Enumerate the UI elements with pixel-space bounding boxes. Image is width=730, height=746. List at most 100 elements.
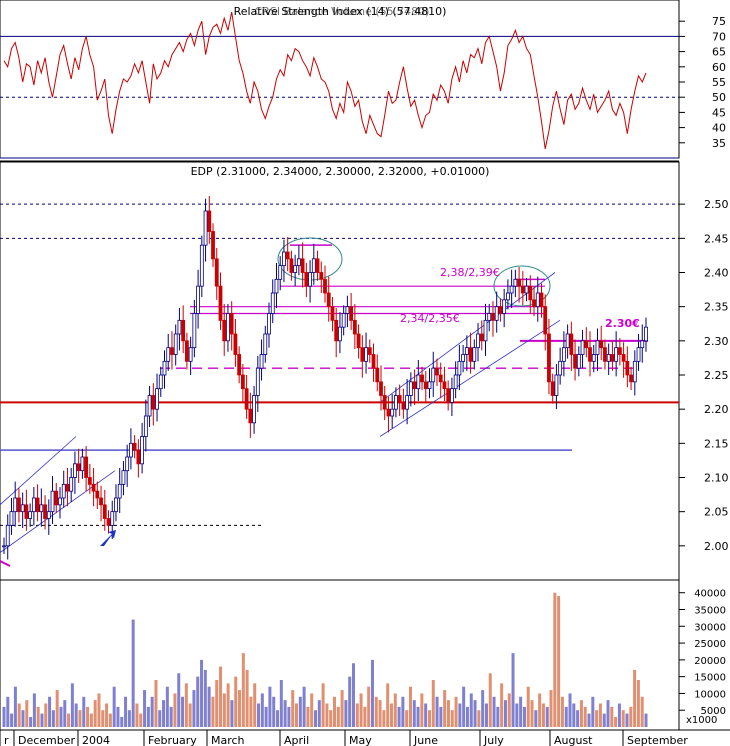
price-bar-body (188, 347, 193, 362)
price-bar-body (69, 477, 74, 492)
volume-bar (458, 703, 462, 727)
price-bar (547, 318, 551, 395)
volume-bar (454, 696, 458, 727)
price-bar-body (99, 497, 103, 506)
channel-lower-right (379, 319, 561, 437)
price-bar (214, 247, 219, 300)
volume-bar (465, 706, 469, 727)
price-bar (412, 369, 417, 406)
volume-bar (545, 706, 549, 727)
price-bar (207, 195, 212, 244)
price-bar (80, 448, 85, 479)
x-tick-label: May (349, 734, 372, 746)
price-bar-body (319, 272, 324, 280)
x-tick-label: December (18, 734, 76, 746)
price-bar (181, 305, 186, 354)
volume-bar (579, 700, 583, 727)
volume-unit-label: x1000 (686, 715, 717, 726)
volume-bar (439, 706, 443, 727)
volume-bar (238, 690, 242, 727)
rsi-grid (0, 35, 679, 159)
volume-bar (382, 710, 386, 727)
price-bar (296, 245, 301, 276)
price-bar-body (326, 292, 331, 308)
price-bar-body (311, 258, 316, 273)
price-bar-body (476, 333, 480, 349)
price-bar-body (24, 504, 29, 519)
volume-tick-label: 5000 (701, 706, 726, 717)
volume-bar (564, 706, 568, 727)
price-bar (498, 298, 503, 322)
volume-bar (321, 683, 325, 727)
price-bar-body (84, 456, 89, 478)
price-bar-body (472, 347, 477, 362)
price-bar (226, 303, 230, 352)
price-bar (420, 366, 424, 391)
price-bar (50, 476, 55, 524)
price-bar-body (147, 395, 152, 417)
price-bar (151, 383, 156, 426)
price-bar (58, 487, 62, 519)
volume-bar (389, 703, 393, 727)
price-bar (102, 489, 107, 531)
x-tick-label: September (627, 734, 688, 746)
volume-bar (21, 710, 25, 727)
price-title: EDP (2.31000, 2.34000, 2.30000, 2.32000,… (191, 165, 490, 178)
price-bar (371, 343, 376, 382)
price-bar-body (483, 319, 488, 342)
price-tick-label: 2.15 (704, 437, 729, 450)
volume-bar (534, 710, 538, 727)
volume-bar (48, 696, 52, 727)
price-bar-body (356, 333, 361, 349)
price-bar (345, 295, 350, 328)
price-bar-body (371, 354, 376, 369)
price-bar-body (554, 374, 559, 396)
price-bar (617, 338, 622, 366)
price-bar (237, 346, 242, 384)
volume-bar (507, 693, 511, 727)
price-bar (569, 321, 574, 371)
price-bar-body (2, 545, 6, 548)
price-bar-body (140, 436, 145, 465)
volume-bar (257, 703, 261, 727)
price-tick-label: 2.35 (704, 301, 729, 314)
price-bar-body (401, 401, 406, 410)
volume-bar (25, 700, 29, 727)
rsi-tick-label: 65 (712, 46, 726, 59)
price-bar (397, 384, 402, 416)
price-bar-body (300, 258, 305, 273)
price-bar (35, 484, 40, 522)
volume-tick-label: 40000 (694, 589, 726, 600)
price-bar-body (17, 497, 21, 513)
price-bar (199, 235, 204, 298)
price-bar-body (211, 231, 215, 260)
price-bar-body (166, 347, 171, 362)
rsi-line (3, 12, 647, 150)
price-tick-label: 2.10 (704, 472, 729, 485)
price-bar (91, 467, 96, 507)
volume-bar (158, 710, 162, 727)
volume-bar (325, 703, 329, 727)
price-bar-body (632, 360, 637, 383)
price-bar-body (203, 210, 208, 246)
price-bar (158, 366, 163, 397)
price-bar-body (450, 388, 454, 403)
price-bar-body (416, 374, 421, 390)
rsi-title: Relative Strength Index (14) (57.4810) (234, 5, 447, 18)
volume-bar (591, 696, 595, 727)
volume-bar (614, 716, 618, 727)
price-bar (13, 481, 18, 527)
price-bar-body (498, 306, 503, 314)
price-bar (472, 339, 477, 370)
price-bar (453, 361, 458, 399)
price-bar-body (610, 354, 615, 362)
volume-bar (86, 706, 90, 727)
price-bar-body (308, 272, 312, 287)
price-bar (173, 324, 178, 366)
volume-bar (70, 683, 74, 727)
price-bar-body (360, 347, 365, 362)
price-bar (584, 327, 589, 358)
price-bar-body (274, 278, 279, 294)
volume-bar (332, 696, 336, 727)
price-bar (446, 380, 451, 411)
